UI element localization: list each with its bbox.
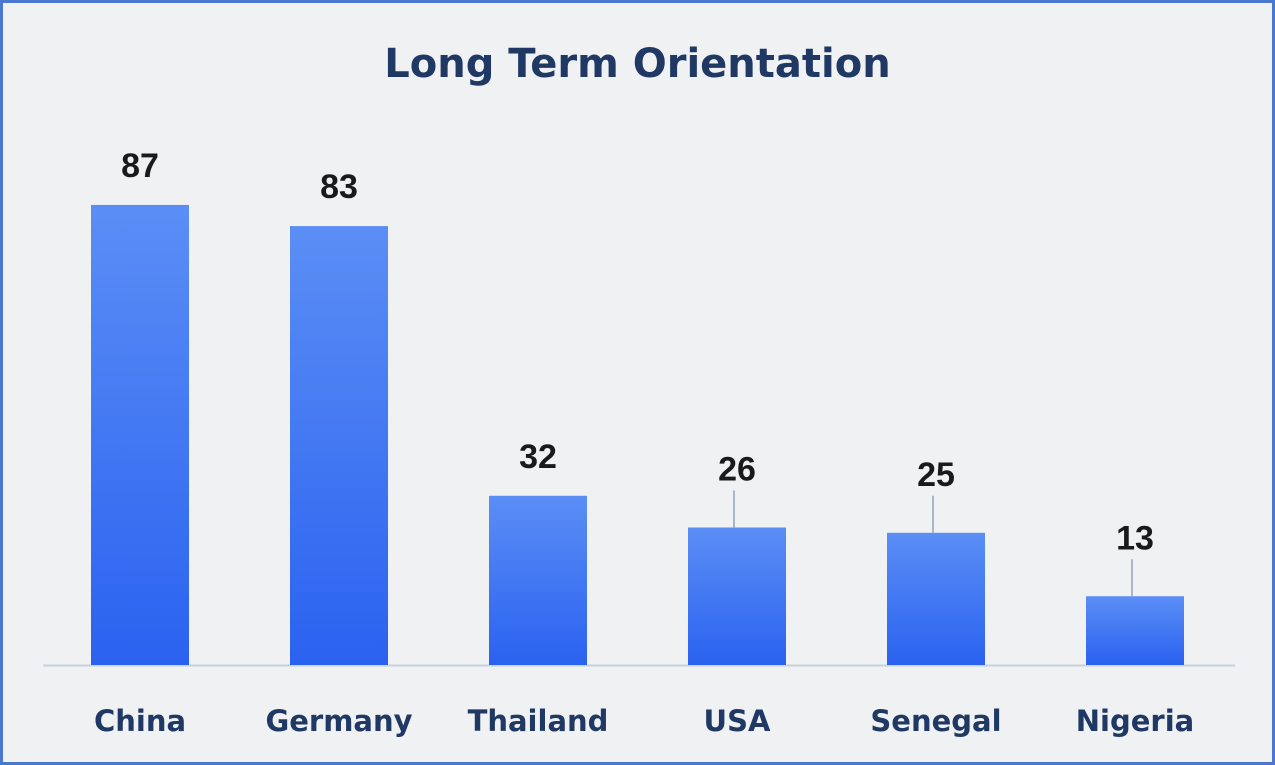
bar-china <box>91 204 189 665</box>
category-label-nigeria: Nigeria <box>1076 704 1194 738</box>
bar-nigeria <box>1086 596 1184 665</box>
data-label-china: 87 <box>121 147 159 185</box>
data-label-usa: 26 <box>718 451 756 489</box>
category-label-germany: Germany <box>265 704 412 738</box>
data-labels: 87 83 32 26 25 13 <box>121 147 1154 597</box>
bars <box>91 204 1184 665</box>
bar-thailand <box>489 495 587 665</box>
bar-chart: 87 83 32 26 25 13 China Germany Thailand USA Sene… <box>43 147 1235 738</box>
data-label-thailand: 32 <box>519 438 557 476</box>
data-label-germany: 83 <box>320 168 358 206</box>
category-label-china: China <box>94 704 186 738</box>
category-label-senegal: Senegal <box>870 704 1001 738</box>
category-label-thailand: Thailand <box>468 704 609 738</box>
chart-title: Long Term Orientation <box>384 41 891 87</box>
bar-usa <box>688 527 786 665</box>
bar-germany <box>290 226 388 665</box>
category-label-usa: USA <box>704 704 771 738</box>
data-label-senegal: 25 <box>917 456 955 494</box>
category-labels: China Germany Thailand USA Senegal Nigeria <box>94 704 1194 738</box>
data-label-nigeria: 13 <box>1116 519 1154 557</box>
bar-senegal <box>887 532 985 665</box>
